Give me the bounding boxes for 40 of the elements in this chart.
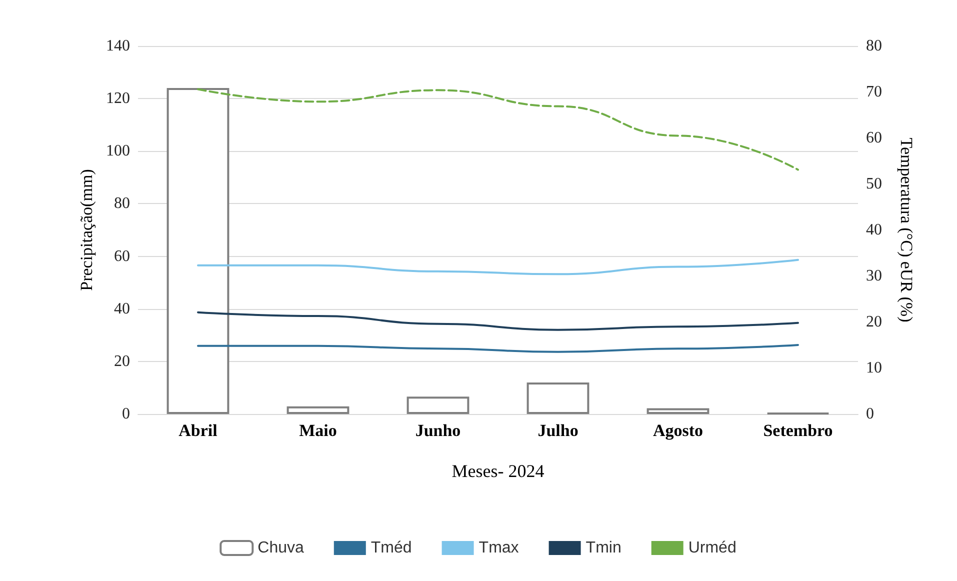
y2-tick-label: 70 xyxy=(866,84,882,100)
x-axis-title: Meses- 2024 xyxy=(452,461,544,481)
y2-axis-title: Temperatura (°C) eUR (%) xyxy=(897,138,916,322)
y-tick-label: 40 xyxy=(114,300,130,318)
y-axis-title: Precipitação(mm) xyxy=(77,169,96,291)
legend-label: Urméd xyxy=(688,540,736,556)
y2-tick-label: 30 xyxy=(866,268,882,284)
y-tick-label: 100 xyxy=(106,142,130,160)
legend-label: Chuva xyxy=(258,540,304,556)
y-tick-label: 0 xyxy=(122,406,130,422)
legend-label: Tmax xyxy=(478,540,519,556)
legend-label: Tméd xyxy=(370,540,412,556)
legend-label: Tmin xyxy=(586,540,622,556)
bar xyxy=(166,88,230,414)
line-series xyxy=(197,88,799,171)
y2-tick-label: 10 xyxy=(866,360,882,376)
y2-tick-label: 80 xyxy=(866,38,882,54)
y-tick-label: 120 xyxy=(106,90,130,108)
x-tick-label: Julho xyxy=(538,421,578,440)
bar xyxy=(646,408,710,414)
bar xyxy=(406,396,470,414)
x-tick-label: Setembro xyxy=(763,421,833,440)
x-tick-label: Maio xyxy=(299,421,337,440)
bar xyxy=(526,382,590,414)
x-tick-label: Agosto xyxy=(652,421,704,440)
line-series xyxy=(197,311,799,331)
y-tick-label: 60 xyxy=(114,248,130,265)
x-tick-label: Abril xyxy=(178,421,218,440)
y2-tick-label: 60 xyxy=(866,130,882,146)
y2-tick-label: 50 xyxy=(866,176,882,192)
line-series xyxy=(197,258,799,276)
line-series xyxy=(197,344,799,353)
y-tick-label: 20 xyxy=(114,352,130,370)
x-tick-label: Junho xyxy=(415,421,461,440)
y2-tick-label: 40 xyxy=(866,222,882,238)
y-tick-label: 80 xyxy=(114,195,130,212)
y2-tick-label: 0 xyxy=(866,406,874,422)
bar xyxy=(286,406,350,414)
y-tick-label: 140 xyxy=(106,38,130,54)
y2-tick-label: 20 xyxy=(866,314,882,330)
